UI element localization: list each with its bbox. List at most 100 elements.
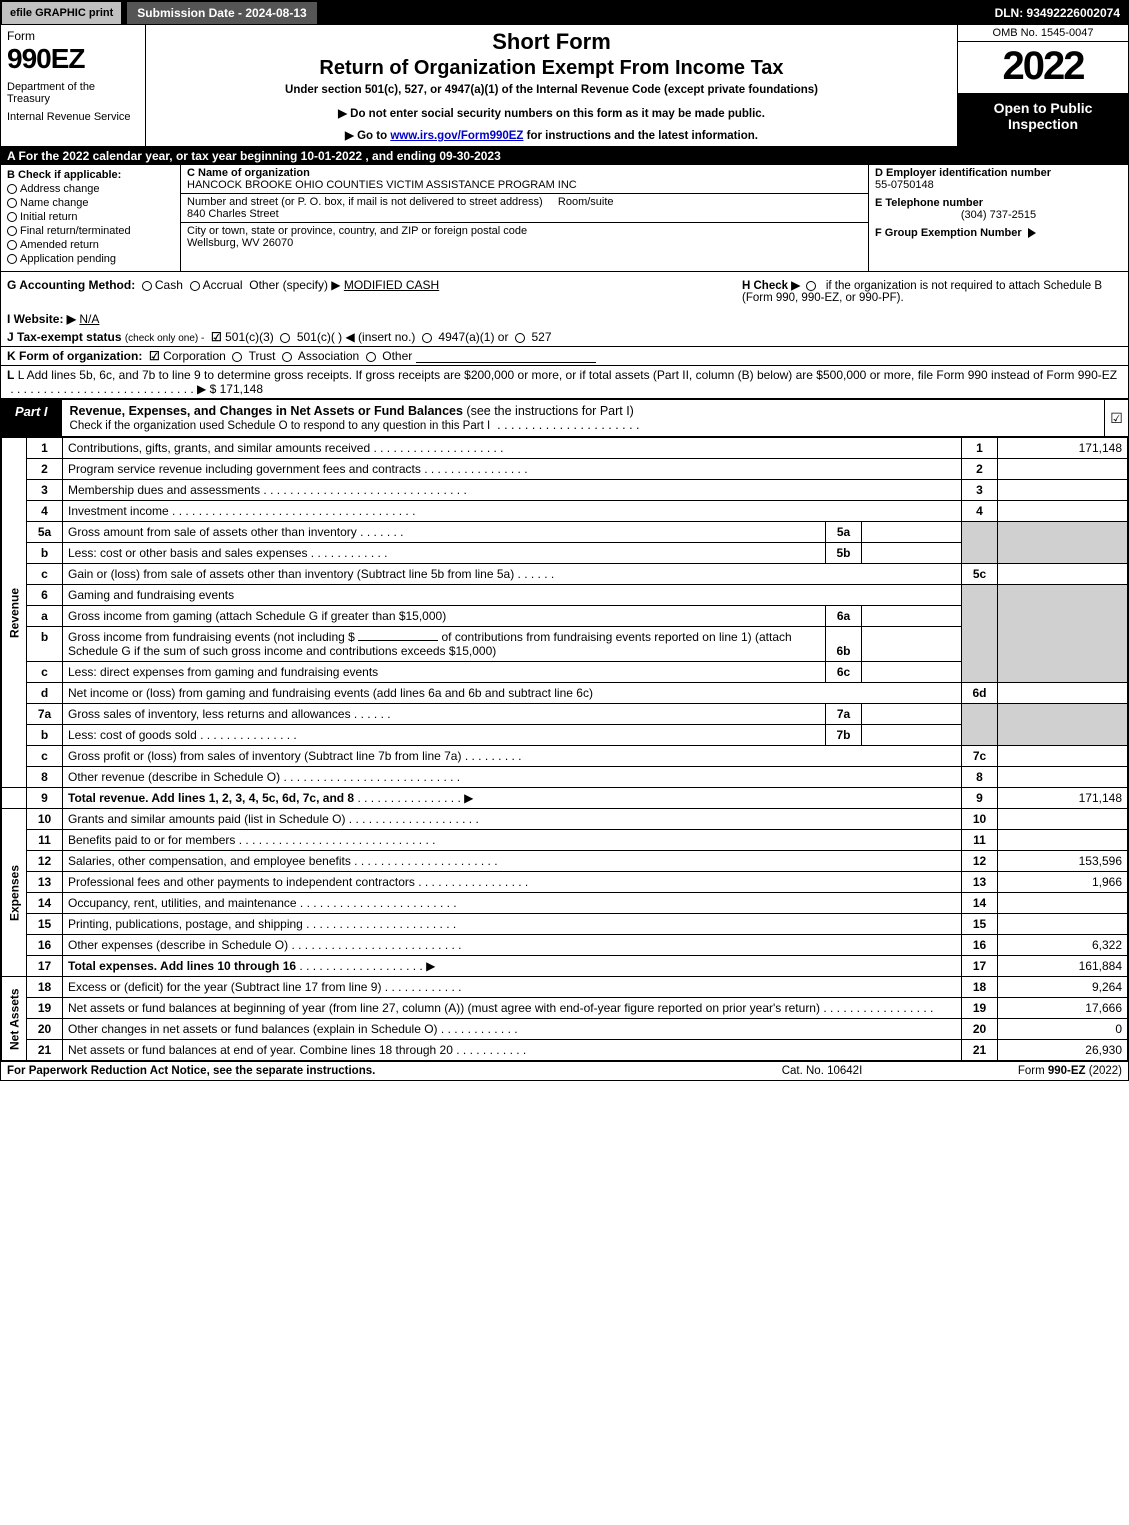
org-address: 840 Charles Street	[187, 208, 862, 220]
val-15	[998, 914, 1128, 935]
line-k: K Form of organization: ☑ Corporation Tr…	[1, 346, 1128, 365]
row-6c: c Less: direct expenses from gaming and …	[2, 662, 1128, 683]
val-14	[998, 893, 1128, 914]
chk-accrual[interactable]	[190, 281, 200, 291]
chk-501c[interactable]	[280, 333, 290, 343]
row-7b: b Less: cost of goods sold . . . . . . .…	[2, 725, 1128, 746]
val-7a	[862, 704, 962, 725]
chk-association[interactable]	[282, 352, 292, 362]
form-number: 990EZ	[7, 43, 139, 75]
line-g-h: G Accounting Method: Cash Accrual Other …	[1, 272, 1128, 310]
row-12: 12 Salaries, other compensation, and emp…	[2, 851, 1128, 872]
row-19: 19 Net assets or fund balances at beginn…	[2, 998, 1128, 1019]
val-20: 0	[998, 1019, 1128, 1040]
val-5c	[998, 564, 1128, 585]
room-suite-label: Room/suite	[558, 196, 614, 208]
row-6: 6 Gaming and fundraising events	[2, 585, 1128, 606]
row-4: 4 Investment income . . . . . . . . . . …	[2, 501, 1128, 522]
org-name: HANCOCK BROOKE OHIO COUNTIES VICTIM ASSI…	[187, 179, 862, 191]
val-8	[998, 767, 1128, 788]
short-form-title: Short Form	[154, 29, 949, 55]
line-l-text: L Add lines 5b, 6c, and 7b to line 9 to …	[18, 368, 1117, 382]
row-17: 17 Total expenses. Add lines 10 through …	[2, 956, 1128, 977]
row-21: 21 Net assets or fund balances at end of…	[2, 1040, 1128, 1061]
irs-link[interactable]: www.irs.gov/Form990EZ	[390, 130, 523, 142]
block-b-to-f: B Check if applicable: Address change Na…	[1, 165, 1128, 272]
chk-other-org[interactable]	[366, 352, 376, 362]
chk-name-change[interactable]: Name change	[7, 197, 174, 209]
val-3	[998, 480, 1128, 501]
row-1: Revenue 1 Contributions, gifts, grants, …	[2, 438, 1128, 459]
submission-date-badge: Submission Date - 2024-08-13	[126, 1, 317, 25]
row-6d: d Net income or (loss) from gaming and f…	[2, 683, 1128, 704]
val-6d	[998, 683, 1128, 704]
efile-print-button[interactable]: efile GRAPHIC print	[1, 1, 122, 25]
part-1-header: Part I Revenue, Expenses, and Changes in…	[1, 399, 1128, 437]
omb-number: OMB No. 1545-0047	[958, 25, 1128, 42]
line-h-txt2: if the organization is not required to a…	[826, 280, 1102, 292]
line-i-label: I Website: ▶	[7, 312, 76, 326]
chk-h[interactable]	[806, 281, 816, 291]
goto-pre: ▶ Go to	[345, 130, 390, 142]
val-6b	[862, 627, 962, 662]
line-g-label: G Accounting Method:	[7, 278, 135, 292]
row-20: 20 Other changes in net assets or fund b…	[2, 1019, 1128, 1040]
side-revenue: Revenue	[2, 438, 27, 788]
part-1-title: Revenue, Expenses, and Changes in Net As…	[62, 400, 1104, 436]
ein-value: 55-0750148	[875, 179, 1122, 191]
line-l: L L Add lines 5b, 6c, and 7b to line 9 t…	[1, 365, 1128, 398]
chk-corporation[interactable]: ☑	[149, 349, 160, 363]
open-to-public: Open to Public Inspection	[958, 94, 1128, 146]
row-6a: a Gross income from gaming (attach Sched…	[2, 606, 1128, 627]
chk-initial-return[interactable]: Initial return	[7, 211, 174, 223]
box-c-city-label: City or town, state or province, country…	[187, 225, 862, 237]
line-j-sub: (check only one) -	[125, 333, 204, 344]
under-section: Under section 501(c), 527, or 4947(a)(1)…	[154, 84, 949, 96]
goto-note: ▶ Go to www.irs.gov/Form990EZ for instru…	[154, 128, 949, 142]
chk-527[interactable]	[515, 333, 525, 343]
row-8: 8 Other revenue (describe in Schedule O)…	[2, 767, 1128, 788]
chk-final-return[interactable]: Final return/terminated	[7, 225, 174, 237]
chk-amended-return[interactable]: Amended return	[7, 239, 174, 251]
part-1-table: Revenue 1 Contributions, gifts, grants, …	[1, 437, 1128, 1061]
chk-cash[interactable]	[142, 281, 152, 291]
header-right: OMB No. 1545-0047 2022 Open to Public In…	[958, 25, 1128, 146]
paperwork-notice: For Paperwork Reduction Act Notice, see …	[7, 1065, 722, 1077]
line-k-label: K Form of organization:	[7, 349, 142, 363]
tax-year: 2022	[958, 42, 1128, 94]
dept-irs: Internal Revenue Service	[7, 111, 139, 123]
val-12: 153,596	[998, 851, 1128, 872]
chk-application-pending[interactable]: Application pending	[7, 253, 174, 265]
row-16: 16 Other expenses (describe in Schedule …	[2, 935, 1128, 956]
row-9: 9 Total revenue. Add lines 1, 2, 3, 4, 5…	[2, 788, 1128, 809]
org-city: Wellsburg, WV 26070	[187, 237, 862, 249]
part-1-tab: Part I	[1, 400, 62, 436]
chk-501c3[interactable]: ☑	[211, 330, 222, 344]
box-c-name-label: C Name of organization	[187, 167, 862, 179]
goto-post: for instructions and the latest informat…	[523, 130, 758, 142]
header-left: Form 990EZ Department of the Treasury In…	[1, 25, 146, 146]
val-19: 17,666	[998, 998, 1128, 1019]
line-h-pre: H Check ▶	[742, 280, 800, 292]
val-6a	[862, 606, 962, 627]
block-g-to-l: G Accounting Method: Cash Accrual Other …	[1, 272, 1128, 399]
row-13: 13 Professional fees and other payments …	[2, 872, 1128, 893]
line-l-amount: $ 171,148	[210, 382, 263, 396]
box-c-addr-label: Number and street (or P. O. box, if mail…	[187, 196, 543, 208]
row-5b: b Less: cost or other basis and sales ex…	[2, 543, 1128, 564]
form-label: Form	[7, 29, 139, 43]
dept-treasury: Department of the Treasury	[7, 81, 139, 105]
chk-address-change[interactable]: Address change	[7, 183, 174, 195]
chk-trust[interactable]	[232, 352, 242, 362]
box-d-e-f: D Employer identification number 55-0750…	[868, 165, 1128, 271]
dln-label: DLN: 93492226002074	[987, 1, 1128, 25]
other-org-blank	[416, 362, 596, 363]
form-header: Form 990EZ Department of the Treasury In…	[1, 25, 1128, 147]
part-1-checkbox[interactable]: ☑	[1104, 400, 1128, 436]
row-6b: b Gross income from fundraising events (…	[2, 627, 1128, 662]
chk-4947[interactable]	[422, 333, 432, 343]
val-17: 161,884	[998, 956, 1128, 977]
val-5b	[862, 543, 962, 564]
box-c: C Name of organization HANCOCK BROOKE OH…	[181, 165, 868, 271]
accounting-other-value: MODIFIED CASH	[344, 278, 439, 292]
